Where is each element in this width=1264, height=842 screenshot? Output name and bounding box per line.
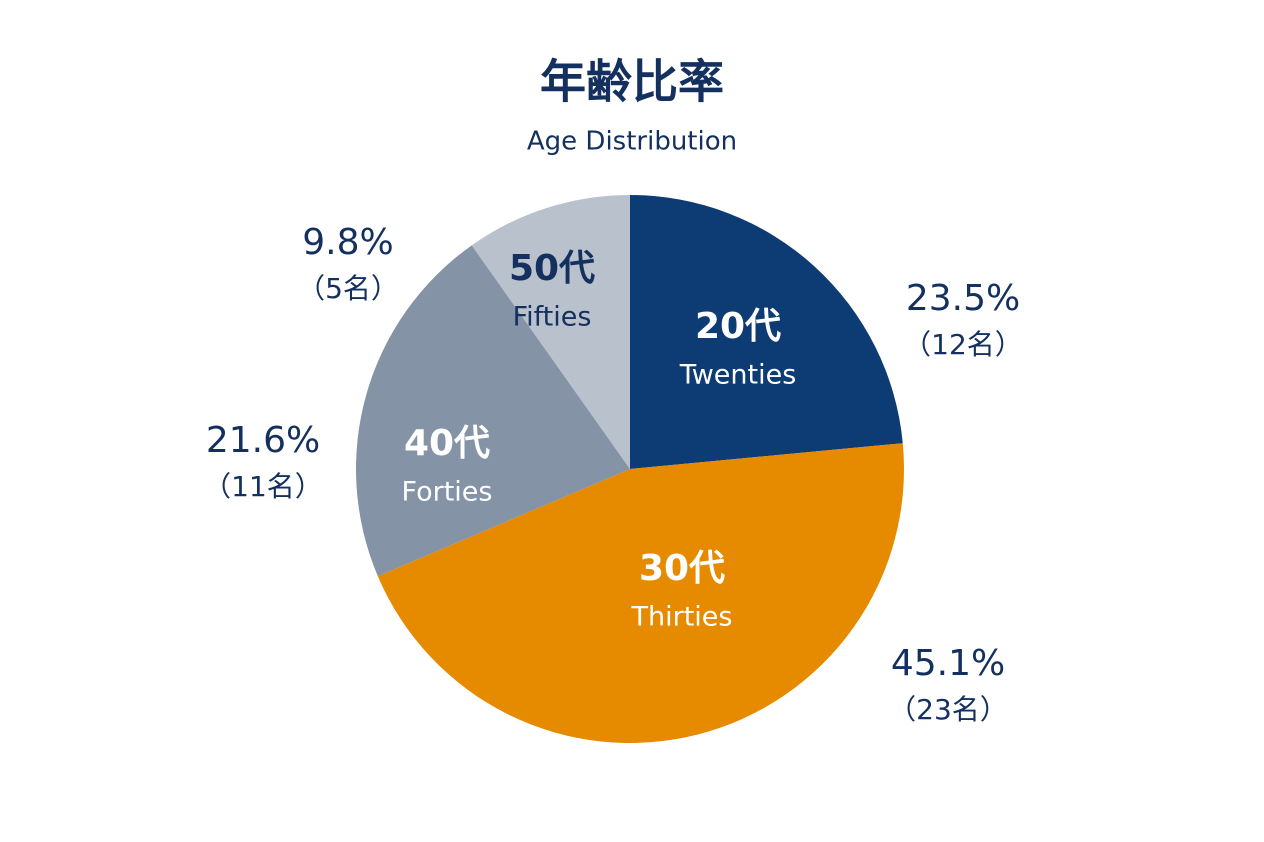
- pie-slice: [355, 245, 630, 577]
- slice-label-en: Fifties: [513, 302, 592, 333]
- slice-label: 30代: [639, 548, 725, 589]
- slice-label: 50代: [509, 248, 595, 289]
- count-label: （12名）: [903, 328, 1023, 361]
- chart-title: 年齢比率: [540, 55, 724, 109]
- slice-label-en: Twenties: [679, 360, 797, 391]
- count-label: （11名）: [203, 470, 323, 503]
- count-label: （5名）: [297, 272, 399, 305]
- value-label: 21.6%: [206, 420, 320, 461]
- value-label: 23.5%: [906, 278, 1020, 319]
- slice-label: 20代: [695, 306, 781, 347]
- slice-label-en: Thirties: [631, 602, 733, 633]
- value-label: 9.8%: [302, 222, 393, 263]
- pie-slice: [471, 195, 630, 469]
- pie-slice: [630, 195, 903, 469]
- slice-label: 40代: [404, 423, 490, 464]
- slice-label-en: Forties: [402, 477, 493, 508]
- count-label: （23名）: [888, 693, 1008, 726]
- value-label: 45.1%: [891, 643, 1005, 684]
- chart-subtitle: Age Distribution: [527, 127, 737, 157]
- pie-slice: [377, 443, 905, 743]
